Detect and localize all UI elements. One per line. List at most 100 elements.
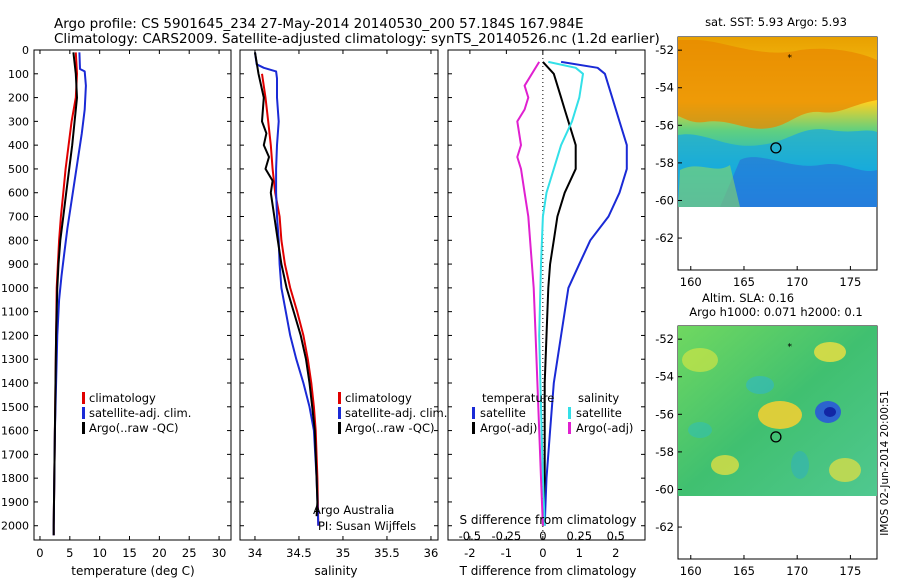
map-y-tick-label: -54 (655, 370, 674, 384)
legend-swatch (568, 407, 571, 419)
x-tick-label: 35.5 (374, 546, 400, 560)
map-x-tick-label: 165 (733, 564, 755, 578)
legend-entry: satellite (480, 406, 526, 420)
depth-tick-label: 600 (8, 187, 29, 200)
map-y-tick-label: -52 (655, 332, 674, 346)
float-position-marker (770, 142, 782, 154)
depth-tick-label: 1000 (1, 282, 29, 295)
series-line (516, 61, 544, 526)
map-x-tick-label: 165 (733, 275, 755, 289)
sla-map-panel: Altim. SLA: 0.16 Argo h1000: 0.071 h2000… (655, 291, 878, 578)
difference-legend: temperaturesatelliteArgo(-adj)salinitysa… (472, 391, 633, 435)
x-tick-label: 35 (336, 546, 351, 560)
map-y-tick-label: -62 (655, 520, 674, 534)
legend-entry: satellite-adj. clim. (89, 406, 191, 420)
depth-tick-label: 900 (8, 258, 29, 271)
map-y-tick-label: -56 (655, 118, 674, 132)
header-line-1: Argo profile: CS 5901645_234 27-May-2014… (54, 16, 584, 32)
x-tick-label: 15 (122, 546, 137, 560)
legend-group-title: salinity (578, 391, 619, 405)
depth-axis: 0 100 200 300 400 500 600 700 800 900 1000 1100 1200… (1, 44, 29, 533)
legend-entry: climatology (89, 391, 156, 405)
legend-entry: Argo(-adj) (576, 421, 633, 435)
legend-swatch (472, 422, 475, 434)
depth-tick-label: 1300 (1, 353, 29, 366)
legend-swatch (82, 407, 85, 419)
depth-tick-label: 200 (8, 92, 29, 105)
depth-tick-label: 700 (8, 211, 29, 224)
series-line (541, 61, 577, 526)
map-x-tick-label: 160 (680, 564, 702, 578)
map-y-tick-label: -58 (655, 445, 674, 459)
series-line (254, 52, 319, 517)
x-tick-label: 2 (612, 546, 619, 560)
legend-swatch (338, 392, 341, 404)
argo-australia-annotation: Argo Australia (313, 503, 394, 517)
legend-entry: Argo(..raw -QC) (345, 421, 435, 435)
legend-entry: satellite-adj. clim. (345, 406, 447, 420)
map-x-tick-label: 175 (839, 564, 861, 578)
depth-tick-label: 1900 (1, 496, 29, 509)
legend-entry: Argo(-adj) (480, 421, 537, 435)
x-tick-label: 20 (152, 546, 167, 560)
salinity-panel: 34 34.5 35 35.5 36 climatologysatellite-adj.… (239, 49, 447, 578)
map-y-tick-label: -62 (655, 231, 674, 245)
depth-tick-label: 1700 (1, 448, 29, 461)
depth-tick-label: 1500 (1, 401, 29, 414)
series-line (261, 73, 320, 526)
map-x-tick-label: 170 (786, 564, 808, 578)
legend-swatch (472, 407, 475, 419)
pi-annotation: PI: Susan Wijffels (318, 519, 416, 533)
salinity-xlabel: salinity (314, 564, 357, 578)
difference-panel: -2 -1 0 1 2-0.5 -0.25 0 0.25 0.5 temperaturesate… (447, 49, 646, 578)
depth-tick-label: 1800 (1, 472, 29, 485)
series-line (543, 60, 628, 526)
s-tick-label: -0.25 (491, 529, 521, 543)
legend-entry: satellite (576, 406, 622, 420)
depth-tick-label: 500 (8, 163, 29, 176)
x-tick-label: 34 (248, 546, 263, 560)
series-line (254, 52, 320, 526)
depth-tick-label: 2000 (1, 520, 29, 533)
x-tick-label: 10 (92, 546, 107, 560)
depth-tick-label: 1600 (1, 425, 29, 438)
x-tick-label: 1 (576, 546, 583, 560)
map-y-tick-label: -54 (655, 81, 674, 95)
temperature-xlabel: temperature (deg C) (71, 564, 194, 578)
map-x-tick-label: 175 (839, 275, 861, 289)
legend-swatch (338, 407, 341, 419)
depth-tick-label: 1100 (1, 306, 29, 319)
depth-tick-label: 1200 (1, 329, 29, 342)
map-x-tick-label: 160 (680, 275, 702, 289)
s-tick-label: 0 (539, 529, 546, 543)
difference-plot-frame (447, 49, 646, 541)
star-marker: * (787, 54, 792, 64)
temperature-plot-frame (33, 49, 232, 541)
map-y-tick-label: -52 (655, 43, 674, 57)
s-tick-label: -0.5 (459, 529, 481, 543)
sla-heatmap (678, 326, 877, 496)
sst-map-title: sat. SST: 5.93 Argo: 5.93 (705, 15, 847, 29)
x-tick-label: 34.5 (286, 546, 312, 560)
x-tick-label: -1 (501, 546, 512, 560)
depth-tick-label: 1400 (1, 377, 29, 390)
x-tick-label: 5 (66, 546, 73, 560)
s-tick-label: 0.5 (607, 529, 625, 543)
map-y-tick-label: -60 (655, 482, 674, 496)
legend-swatch (82, 422, 85, 434)
x-tick-label: 25 (182, 546, 197, 560)
x-tick-label: 0 (36, 546, 43, 560)
x-tick-label: 36 (424, 546, 439, 560)
header-line-2: Climatology: CARS2009. Satellite-adjuste… (54, 31, 660, 47)
depth-tick-label: 400 (8, 139, 29, 152)
legend-entry: Argo(..raw -QC) (89, 421, 179, 435)
map-x-tick-label: 170 (786, 275, 808, 289)
depth-tick-label: 300 (8, 115, 29, 128)
x-tick-label: -2 (464, 546, 475, 560)
series-line (538, 60, 584, 526)
x-tick-label: 30 (212, 546, 227, 560)
depth-tick-label: 100 (8, 68, 29, 81)
